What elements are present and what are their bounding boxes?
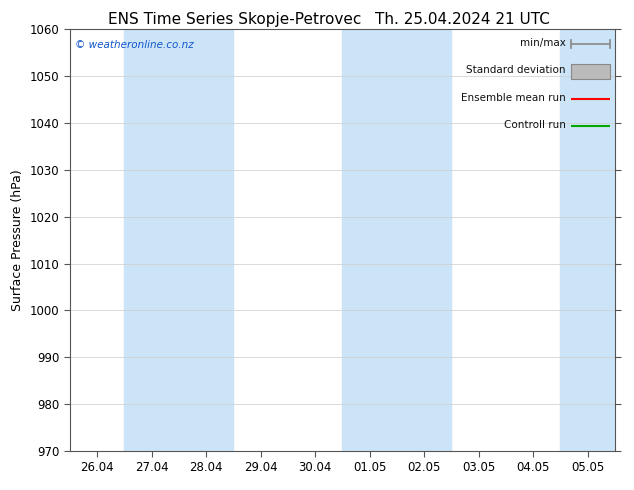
Text: ENS Time Series Skopje-Petrovec: ENS Time Series Skopje-Petrovec [108,12,361,27]
Bar [342,29,451,451]
Text: Ensemble mean run: Ensemble mean run [461,93,566,102]
Y-axis label: Surface Pressure (hPa): Surface Pressure (hPa) [11,169,24,311]
Text: Th. 25.04.2024 21 UTC: Th. 25.04.2024 21 UTC [375,12,550,27]
Bar [124,29,233,451]
Bar [571,64,609,79]
Text: Controll run: Controll run [504,120,566,130]
Bar [560,29,615,451]
Text: Standard deviation: Standard deviation [467,65,566,75]
Text: min/max: min/max [520,38,566,48]
Text: © weatheronline.co.nz: © weatheronline.co.nz [75,40,194,50]
